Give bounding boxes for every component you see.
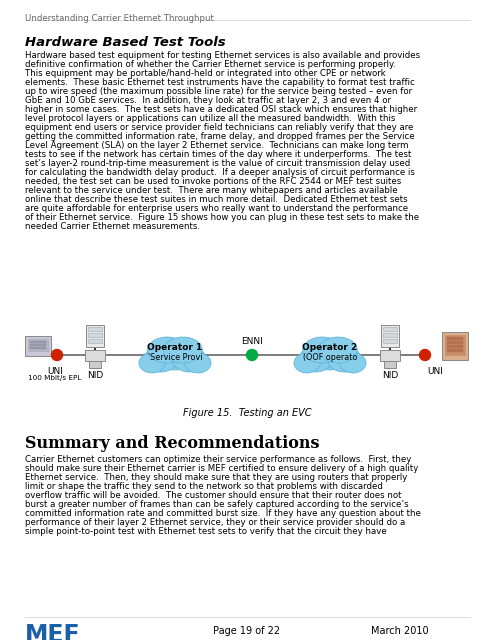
Text: ENNI: ENNI: [241, 337, 263, 346]
Bar: [30, 341, 46, 343]
Text: committed information rate and committed burst size.  If they have any question : committed information rate and committed…: [25, 509, 421, 518]
Bar: [383, 327, 397, 331]
Ellipse shape: [152, 340, 198, 370]
Text: GbE and 10 GbE services.  In addition, they look at traffic at layer 2, 3 and ev: GbE and 10 GbE services. In addition, th…: [25, 96, 391, 105]
Text: Figure 15.  Testing an EVC: Figure 15. Testing an EVC: [183, 408, 312, 418]
Circle shape: [419, 349, 431, 360]
Text: tests to see if the network has certain times of the day where it underperforms.: tests to see if the network has certain …: [25, 150, 411, 159]
Ellipse shape: [144, 346, 178, 372]
Text: for calculating the bandwidth delay product.  If a deeper analysis of circuit pe: for calculating the bandwidth delay prod…: [25, 168, 415, 177]
Bar: [384, 361, 396, 368]
Bar: [383, 339, 397, 343]
Bar: [447, 341, 463, 344]
Ellipse shape: [319, 337, 357, 363]
Bar: [442, 332, 468, 360]
Ellipse shape: [299, 346, 333, 372]
Text: Operator 2: Operator 2: [302, 342, 357, 351]
Text: 100 Mbit/s EPL: 100 Mbit/s EPL: [28, 375, 82, 381]
Text: definitive confirmation of whether the Carrier Ethernet service is performing pr: definitive confirmation of whether the C…: [25, 60, 396, 69]
Ellipse shape: [294, 353, 320, 373]
Text: of their Ethernet service.  Figure 15 shows how you can plug in these test sets : of their Ethernet service. Figure 15 sho…: [25, 213, 419, 222]
Circle shape: [247, 349, 257, 360]
Bar: [88, 327, 102, 331]
Bar: [30, 344, 46, 346]
Text: burst a greater number of frames than can be safely captured according to the se: burst a greater number of frames than ca…: [25, 500, 409, 509]
Text: March 2010: March 2010: [371, 626, 429, 636]
Bar: [380, 350, 400, 361]
Text: simple point-to-point test with Ethernet test sets to verify that the circuit th: simple point-to-point test with Ethernet…: [25, 527, 387, 536]
Bar: [30, 347, 46, 349]
Ellipse shape: [185, 353, 211, 373]
Ellipse shape: [163, 337, 202, 363]
Text: Hardware based test equipment for testing Ethernet services is also available an: Hardware based test equipment for testin…: [25, 51, 420, 60]
Text: elements.  These basic Ethernet test instruments have the capability to format t: elements. These basic Ethernet test inst…: [25, 78, 415, 87]
Ellipse shape: [327, 346, 361, 372]
Text: relevant to the service under test.  There are many whitepapers and articles ava: relevant to the service under test. Ther…: [25, 186, 397, 195]
Ellipse shape: [307, 340, 353, 370]
Bar: [445, 335, 465, 355]
Bar: [88, 339, 102, 343]
Text: needed, the test set can be used to invoke portions of the RFC 2544 or MEF test : needed, the test set can be used to invo…: [25, 177, 401, 186]
Text: Ethernet service.  Then, they should make sure that they are using routers that : Ethernet service. Then, they should make…: [25, 473, 407, 482]
Text: UNI: UNI: [427, 367, 443, 376]
Bar: [447, 337, 463, 339]
Text: needed Carrier Ethernet measurements.: needed Carrier Ethernet measurements.: [25, 222, 200, 231]
Bar: [89, 361, 101, 368]
Text: NID: NID: [382, 371, 398, 380]
Text: level protocol layers or applications can utilize all the measured bandwidth.  W: level protocol layers or applications ca…: [25, 114, 396, 123]
Bar: [28, 339, 48, 351]
Text: online that describe these test suites in much more detail.  Dedicated Ethernet : online that describe these test suites i…: [25, 195, 407, 204]
Text: getting the committed information rate, frame delay, and dropped frames per the : getting the committed information rate, …: [25, 132, 415, 141]
Text: (OOF operato: (OOF operato: [303, 353, 357, 362]
Text: Hardware Based Test Tools: Hardware Based Test Tools: [25, 36, 226, 49]
Text: are quite affordable for enterprise users who really want to understand the perf: are quite affordable for enterprise user…: [25, 204, 408, 213]
Ellipse shape: [172, 346, 206, 372]
Text: Summary and Recommendations: Summary and Recommendations: [25, 435, 319, 452]
Text: Carrier Ethernet customers can optimize their service performance as follows.  F: Carrier Ethernet customers can optimize …: [25, 455, 411, 464]
Text: Page 19 of 22: Page 19 of 22: [213, 626, 281, 636]
Text: overflow traffic will be avoided.  The customer should ensure that their router : overflow traffic will be avoided. The cu…: [25, 491, 401, 500]
Text: up to wire speed (the maximum possible line rate) for the service being tested –: up to wire speed (the maximum possible l…: [25, 87, 412, 96]
Ellipse shape: [340, 353, 366, 373]
Text: Operator 1: Operator 1: [148, 342, 202, 351]
Bar: [86, 325, 104, 347]
Text: equipment end users or service provider field technicians can reliably verify th: equipment end users or service provider …: [25, 123, 413, 132]
Text: higher in some cases.  The test sets have a dedicated OSI stack which ensures th: higher in some cases. The test sets have…: [25, 105, 417, 114]
Text: NID: NID: [87, 371, 103, 380]
Text: Understanding Carrier Ethernet Throughput: Understanding Carrier Ethernet Throughpu…: [25, 14, 214, 23]
Text: Level Agreement (SLA) on the layer 2 Ethernet service.  Technicians can make lon: Level Agreement (SLA) on the layer 2 Eth…: [25, 141, 408, 150]
Ellipse shape: [303, 337, 342, 363]
Text: set’s layer-2 round-trip-time measurement is the value of circuit transmission d: set’s layer-2 round-trip-time measuremen…: [25, 159, 410, 168]
Text: 'Service Provi: 'Service Provi: [148, 353, 202, 362]
Bar: [381, 325, 399, 347]
Circle shape: [51, 349, 62, 360]
Text: should make sure their Ethernet carrier is MEF certified to ensure delivery of a: should make sure their Ethernet carrier …: [25, 464, 418, 473]
Bar: [383, 333, 397, 337]
Text: performance of their layer 2 Ethernet service, they or their service provider sh: performance of their layer 2 Ethernet se…: [25, 518, 405, 527]
Bar: [447, 349, 463, 351]
Ellipse shape: [139, 353, 165, 373]
Bar: [85, 350, 105, 361]
Text: MEF: MEF: [25, 623, 81, 640]
Text: limit or shape the traffic they send to the network so that problems with discar: limit or shape the traffic they send to …: [25, 482, 383, 491]
Ellipse shape: [148, 337, 187, 363]
Bar: [447, 345, 463, 348]
Text: This equipment may be portable/hand-held or integrated into other CPE or network: This equipment may be portable/hand-held…: [25, 69, 386, 78]
Bar: [25, 336, 51, 356]
Text: UNI: UNI: [47, 367, 63, 376]
Bar: [88, 333, 102, 337]
